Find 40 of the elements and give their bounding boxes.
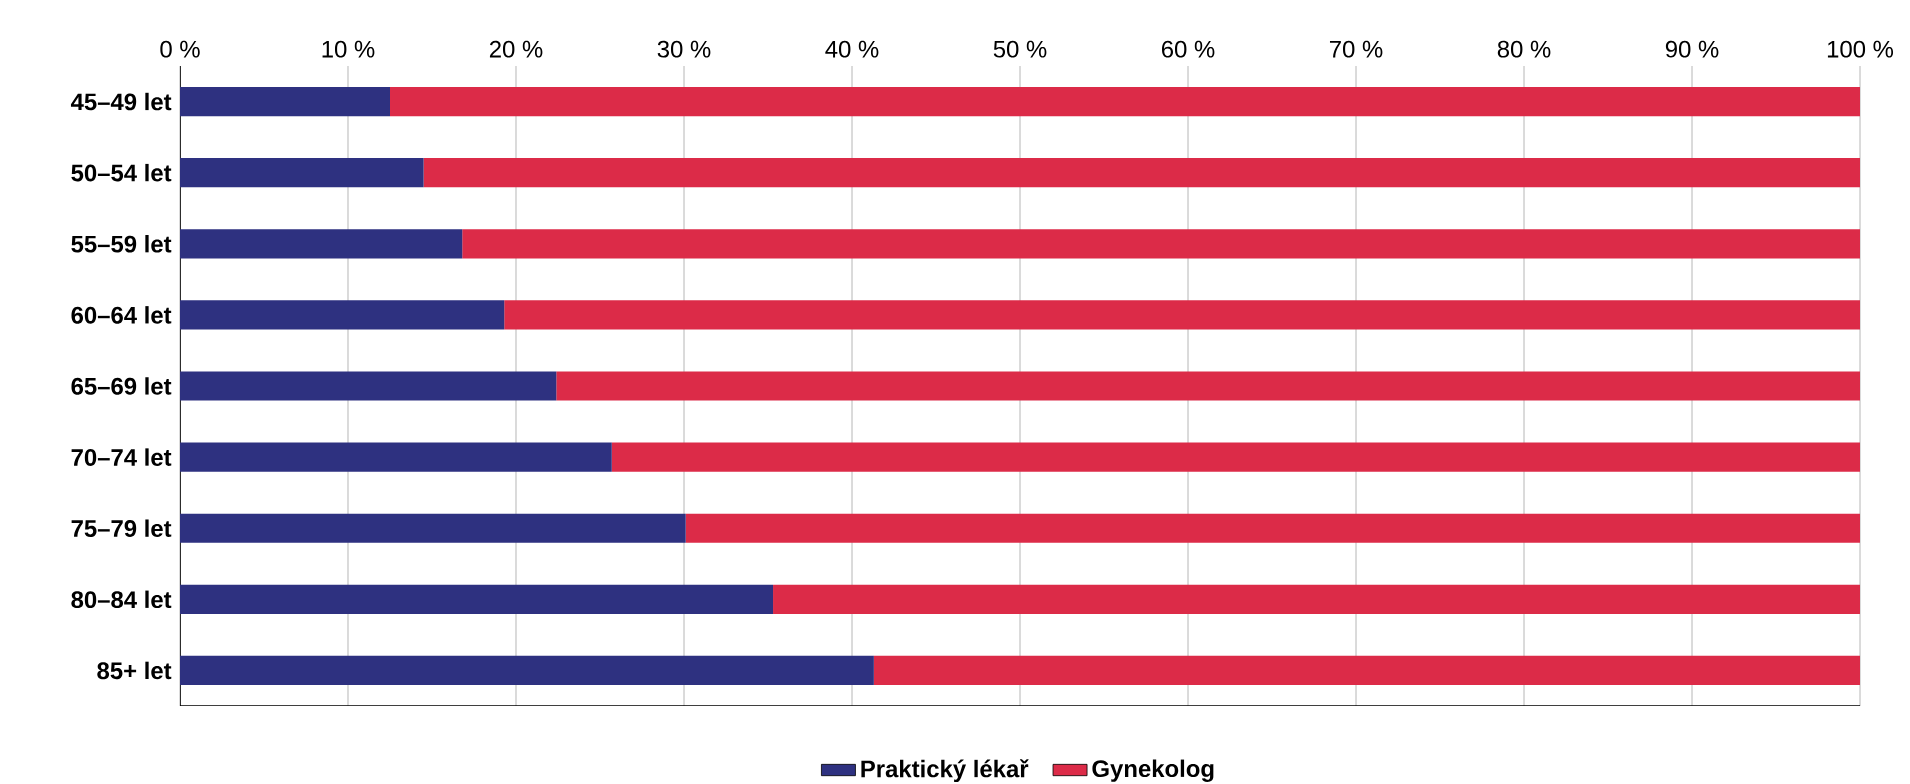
x-tick-label: 90 %: [1665, 40, 1719, 58]
bar: [180, 300, 505, 330]
bar: [773, 584, 1861, 614]
x-tick-label: 20 %: [489, 40, 543, 58]
legend-label: Gynekolog: [1092, 759, 1214, 782]
bar: [180, 442, 612, 472]
x-tick-label: 40 %: [825, 40, 879, 58]
x-tick-label: 50 %: [993, 40, 1047, 58]
y-tick-label: 60–64 let: [71, 306, 172, 324]
bar: [685, 513, 1861, 543]
y-tick-label: 75–79 let: [71, 519, 172, 537]
x-tick-label: 30 %: [657, 40, 711, 58]
y-tick-label: 55–59 let: [71, 235, 172, 253]
bar: [423, 158, 1861, 188]
bar: [462, 229, 1861, 259]
x-tick-label: 10 %: [322, 40, 375, 58]
y-tick-label: 80–84 let: [71, 590, 172, 609]
legend-label: Praktický lékař: [861, 759, 1029, 783]
x-tick-label: 100 %: [1827, 40, 1894, 58]
bar: [180, 513, 686, 543]
bar: [556, 371, 1861, 401]
bar: [180, 371, 557, 401]
bar: [180, 229, 463, 259]
bar: [180, 158, 424, 188]
y-tick-label: 65–69 let: [71, 377, 172, 395]
x-tick-label: 70 %: [1329, 40, 1383, 58]
bar: [611, 442, 1861, 472]
x-tick-label: 60 %: [1161, 40, 1215, 58]
y-tick-label: 70–74 let: [71, 448, 172, 466]
bar: [390, 86, 1861, 117]
x-tick-label: 0 %: [160, 40, 200, 58]
bar: [180, 86, 390, 117]
y-tick-label: 50–54 let: [71, 163, 172, 182]
y-tick-label: 85+ let: [97, 661, 172, 680]
x-tick-label: 80 %: [1497, 40, 1551, 58]
bar: [180, 655, 874, 686]
bar: [180, 584, 774, 614]
bar: [504, 300, 1861, 330]
bar: [873, 655, 1861, 686]
y-tick-label: 45–49 let: [70, 92, 172, 111]
